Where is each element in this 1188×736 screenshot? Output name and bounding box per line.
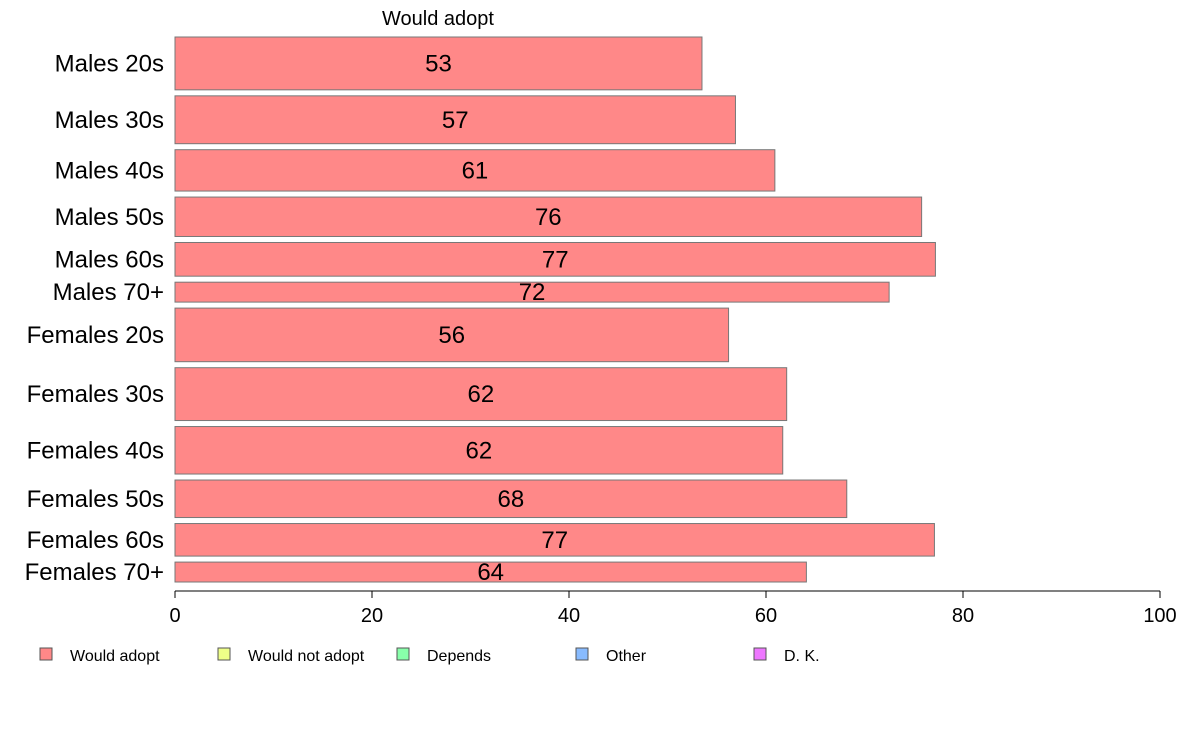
legend-swatch-other [575, 647, 589, 661]
x-tick-label: 20 [361, 605, 383, 627]
bar-would-adopt-females-50s [174, 479, 848, 519]
category-label-females-50s: Females 50s [27, 486, 164, 513]
value-label-females-30s: 62 [467, 381, 494, 408]
category-label-females-30s: Females 30s [27, 381, 164, 408]
value-label-females-20s: 56 [438, 322, 465, 349]
bar-would-adopt-males-70 [174, 281, 890, 303]
x-tick-label: 80 [952, 605, 974, 627]
legend-swatch-would-adopt [39, 647, 53, 661]
category-label-males-50s: Males 50s [55, 204, 164, 231]
category-label-females-40s: Females 40s [27, 437, 164, 464]
bar-would-adopt-males-40s [174, 149, 776, 192]
legend-label-other: Other [606, 648, 647, 665]
category-labels: Males 20s Males 30s Males 40s Males 50s Male… [25, 50, 164, 586]
bar-would-adopt-males-30s [174, 95, 736, 145]
value-label-males-40s: 61 [462, 157, 489, 184]
category-label-females-60s: Females 60s [27, 527, 164, 554]
bar-would-adopt-females-20s [174, 307, 730, 363]
category-label-females-20s: Females 20s [27, 322, 164, 349]
x-tick-label: 40 [558, 605, 580, 627]
legend-label-would-adopt: Would adopt [70, 648, 160, 665]
value-label-males-20s: 53 [425, 50, 452, 77]
legend-swatch-d-k [753, 647, 767, 661]
value-label-males-60s: 77 [542, 246, 569, 273]
legend: Would adopt Would not adopt Depends Other D.… [39, 647, 820, 665]
category-label-males-40s: Males 40s [55, 157, 164, 184]
bar-would-adopt-females-30s [174, 367, 788, 422]
value-label-males-70: 72 [519, 279, 546, 306]
value-label-males-50s: 76 [535, 204, 562, 231]
legend-swatch-depends [396, 647, 410, 661]
category-label-males-70: Males 70+ [53, 279, 164, 306]
bar-would-adopt-males-50s [174, 196, 923, 237]
x-tick-label: 0 [169, 605, 180, 627]
bar-would-adopt-males-20s [174, 36, 703, 91]
legend-swatch-would-not-adopt [217, 647, 231, 661]
bar-would-adopt-males-60s [174, 241, 936, 277]
value-label-females-50s: 68 [498, 486, 525, 513]
x-axis: 0 20 40 60 80 100 [169, 590, 1177, 627]
value-label-females-70: 64 [477, 559, 504, 586]
category-label-males-60s: Males 60s [55, 246, 164, 273]
value-label-males-30s: 57 [442, 107, 469, 134]
value-label-females-60s: 77 [541, 527, 568, 554]
legend-label-depends: Depends [427, 648, 491, 665]
legend-label-would-not-adopt: Would not adopt [248, 648, 365, 665]
category-label-males-30s: Males 30s [55, 107, 164, 134]
bar-would-adopt-females-40s [174, 426, 784, 475]
bar-would-adopt-females-70 [174, 561, 807, 583]
category-label-males-20s: Males 20s [55, 50, 164, 77]
series-title: Would adopt [382, 8, 494, 30]
category-label-females-70: Females 70+ [25, 559, 164, 586]
x-tick-label: 60 [755, 605, 777, 627]
x-tick-label: 100 [1143, 605, 1176, 627]
bar-would-adopt-females-60s [174, 523, 935, 557]
value-label-females-40s: 62 [466, 437, 493, 464]
legend-label-d-k: D. K. [784, 648, 820, 665]
